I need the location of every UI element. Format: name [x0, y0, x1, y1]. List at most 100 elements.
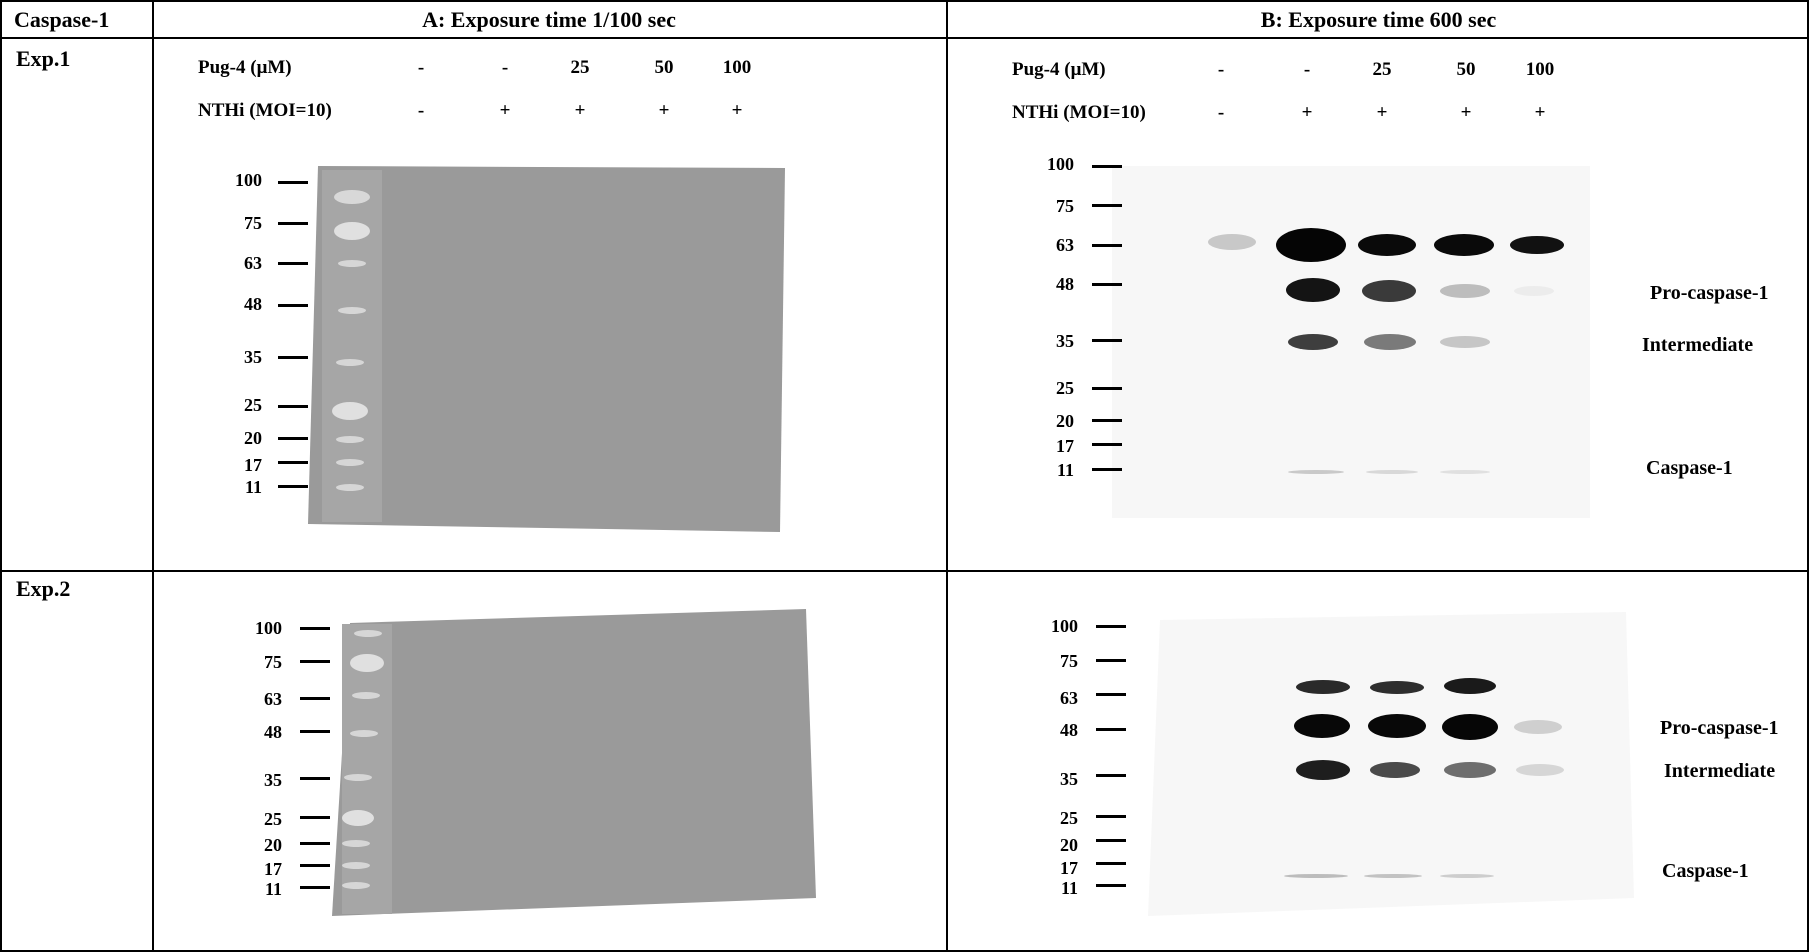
pug-value: - [1303, 59, 1311, 80]
marker-label: 100 [1051, 616, 1078, 636]
marker-label: 48 [244, 294, 262, 314]
marker-label: 20 [244, 428, 262, 448]
header-col-a: A: Exposure time 1/100 sec [422, 7, 676, 32]
membrane-a-exp2 [332, 609, 816, 916]
blot-band-pro [1440, 284, 1490, 298]
table-col-rule-2 [946, 0, 948, 952]
marker-tick [1092, 244, 1122, 247]
blot-band-caspase [1288, 470, 1344, 474]
marker-tick [1092, 283, 1122, 286]
marker-tick [1096, 862, 1126, 865]
nthi-value: + [499, 100, 511, 121]
marker-label: 17 [264, 859, 282, 879]
ladder-band [336, 459, 364, 466]
blot-band-intermediate [1364, 334, 1416, 350]
marker-tick [278, 485, 308, 488]
blot-band-pro [1514, 720, 1562, 734]
marker-tick [278, 262, 308, 265]
marker-tick [278, 461, 308, 464]
marker-label: 25 [264, 809, 282, 829]
blot-band-pro [1514, 286, 1554, 296]
pug-value: 25 [1372, 59, 1392, 80]
pug-value: 25 [570, 57, 590, 78]
nthi-value: - [1217, 102, 1225, 123]
marker-tick [1092, 468, 1122, 471]
marker-label: 35 [1060, 769, 1078, 789]
blot-band-63 [1276, 228, 1346, 262]
blot-band-pro [1362, 280, 1416, 302]
marker-label: 100 [255, 618, 282, 638]
marker-tick [278, 181, 308, 184]
marker-label: 17 [244, 455, 262, 475]
membrane-b-exp1 [1112, 166, 1590, 518]
header-corner: Caspase-1 [14, 7, 110, 32]
marker-tick [1096, 839, 1126, 842]
blot-band-caspase [1440, 874, 1494, 878]
marker-tick [1092, 165, 1122, 168]
blot-band-intermediate [1296, 760, 1350, 780]
ladder-band [342, 810, 374, 826]
header-col-b: B: Exposure time 600 sec [1260, 7, 1497, 32]
marker-tick [300, 842, 330, 845]
pug-value: - [501, 57, 509, 78]
nthi-label-a: NTHi (MOI=10) [198, 100, 332, 121]
membrane-a-exp1 [308, 166, 785, 532]
ladder-band [342, 840, 370, 847]
marker-tick [1092, 419, 1122, 422]
nthi-value: + [574, 100, 586, 121]
marker-label: 100 [1047, 154, 1074, 174]
marker-label: 25 [1056, 378, 1074, 398]
nthi-value: + [731, 100, 743, 121]
marker-label: 75 [1060, 651, 1078, 671]
marker-label: 25 [244, 395, 262, 415]
label-caspase-exp1: Caspase-1 [1646, 457, 1733, 479]
table-border-left [0, 0, 2, 952]
marker-tick [300, 660, 330, 663]
ladder-band [336, 359, 364, 366]
marker-tick [300, 816, 330, 819]
marker-label: 25 [1060, 808, 1078, 828]
table-border-right [1807, 0, 1809, 952]
marker-label: 63 [244, 253, 262, 273]
ladder-band [332, 402, 368, 420]
pug-value: 100 [1525, 59, 1555, 80]
label-pro-caspase-exp2: Pro-caspase-1 [1660, 717, 1779, 739]
blot-band-caspase [1364, 874, 1422, 878]
marker-tick [1096, 728, 1126, 731]
marker-tick [1092, 443, 1122, 446]
pug-label-b: Pug-4 (μM) [1012, 59, 1106, 80]
label-pro-caspase-exp1: Pro-caspase-1 [1650, 282, 1769, 304]
marker-tick [278, 437, 308, 440]
nthi-value: + [1376, 102, 1388, 123]
marker-tick [278, 222, 308, 225]
marker-label: 48 [1060, 720, 1078, 740]
marker-label: 11 [244, 477, 262, 497]
blot-band-63 [1510, 236, 1564, 254]
blot-band-pro [1286, 278, 1340, 302]
marker-label: 75 [244, 213, 262, 233]
blot-band-63 [1370, 681, 1424, 694]
table-header-rule [0, 37, 1809, 39]
marker-label: 20 [1060, 835, 1078, 855]
blot-band-pro [1294, 714, 1350, 738]
marker-label: 35 [1056, 331, 1074, 351]
marker-label: 17 [1060, 858, 1078, 878]
marker-tick [1096, 659, 1126, 662]
marker-label: 20 [264, 835, 282, 855]
ladder-band [342, 882, 370, 889]
marker-tick [1092, 339, 1122, 342]
ladder-band [334, 222, 370, 240]
marker-tick [1096, 884, 1126, 887]
blot-band-63 [1434, 234, 1494, 256]
marker-tick [1092, 387, 1122, 390]
marker-label: 11 [1060, 878, 1078, 898]
label-intermediate-exp2: Intermediate [1664, 760, 1776, 782]
marker-label: 100 [235, 170, 262, 190]
blot-band-intermediate [1370, 762, 1420, 778]
ladder-band [334, 190, 370, 204]
label-caspase-exp2: Caspase-1 [1662, 860, 1749, 882]
blot-band-intermediate [1444, 762, 1496, 778]
blot-band-intermediate [1516, 764, 1564, 776]
pug-value: 50 [654, 57, 674, 78]
